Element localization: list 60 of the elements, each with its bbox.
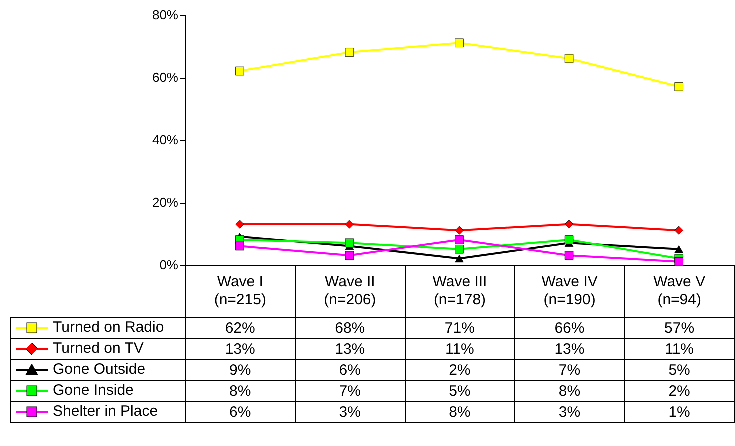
data-label: 11% — [665, 340, 694, 358]
point — [345, 238, 354, 248]
data-label: 68% — [335, 320, 366, 336]
data-label: 13% — [335, 340, 366, 358]
point — [345, 220, 354, 229]
data-label: 6% — [339, 362, 361, 378]
data-label: 2% — [668, 382, 690, 400]
y-tick-label: 60% — [152, 70, 179, 85]
data-label: 8% — [229, 382, 252, 400]
point — [455, 236, 464, 244]
legend-label: Turned on Radio — [53, 318, 164, 336]
data-label: 9% — [229, 362, 252, 378]
point — [674, 257, 684, 266]
point — [674, 226, 684, 236]
point — [455, 226, 464, 236]
point — [455, 254, 464, 263]
point — [564, 236, 574, 244]
data-label: 1% — [668, 404, 690, 420]
data-label: 2% — [449, 362, 471, 378]
x-tick-label: Wave IV (n=190) — [542, 274, 598, 308]
data-label: 6% — [229, 404, 252, 420]
data-label: 3% — [339, 404, 361, 420]
data-label: 13% — [225, 340, 256, 358]
data-label: 11% — [445, 340, 474, 358]
point — [455, 244, 464, 254]
point — [236, 242, 244, 251]
point — [236, 66, 244, 76]
point — [236, 220, 244, 229]
point — [674, 246, 684, 254]
y-tick-label: 20% — [152, 195, 179, 210]
data-label: 66% — [554, 320, 585, 336]
y-tick-label: 0% — [160, 258, 179, 272]
legend-label: Gone Inside — [53, 382, 134, 399]
x-tick-label: Wave III (n=178) — [432, 274, 488, 308]
data-label: 5% — [668, 362, 690, 378]
point — [564, 251, 574, 260]
point — [564, 220, 574, 229]
y-tick-label: 40% — [152, 132, 179, 148]
point — [674, 82, 684, 92]
y-tick-label: 80% — [152, 8, 179, 22]
x-tick-label: Wave II (n=206) — [324, 274, 376, 308]
x-tick-label: Wave V (n=94) — [654, 274, 706, 308]
data-label: 8% — [449, 404, 471, 420]
point — [345, 251, 354, 260]
data-label: 3% — [558, 404, 581, 420]
data-label: 71% — [444, 320, 475, 336]
legend-label: Gone Outside — [53, 360, 146, 378]
legend-label: Turned on TV — [53, 340, 144, 357]
data-label: 57% — [664, 320, 695, 336]
x-tick-label: Wave I (n=215) — [214, 274, 266, 308]
point — [455, 38, 464, 48]
data-label: 7% — [339, 382, 361, 400]
point — [345, 48, 354, 57]
data-label: 8% — [558, 382, 581, 400]
data-label: 62% — [225, 320, 256, 336]
data-label: 5% — [449, 382, 471, 400]
point — [564, 54, 574, 64]
data-label: 13% — [554, 340, 585, 358]
legend-label: Shelter in Place — [53, 402, 158, 420]
data-label: 7% — [558, 362, 581, 378]
